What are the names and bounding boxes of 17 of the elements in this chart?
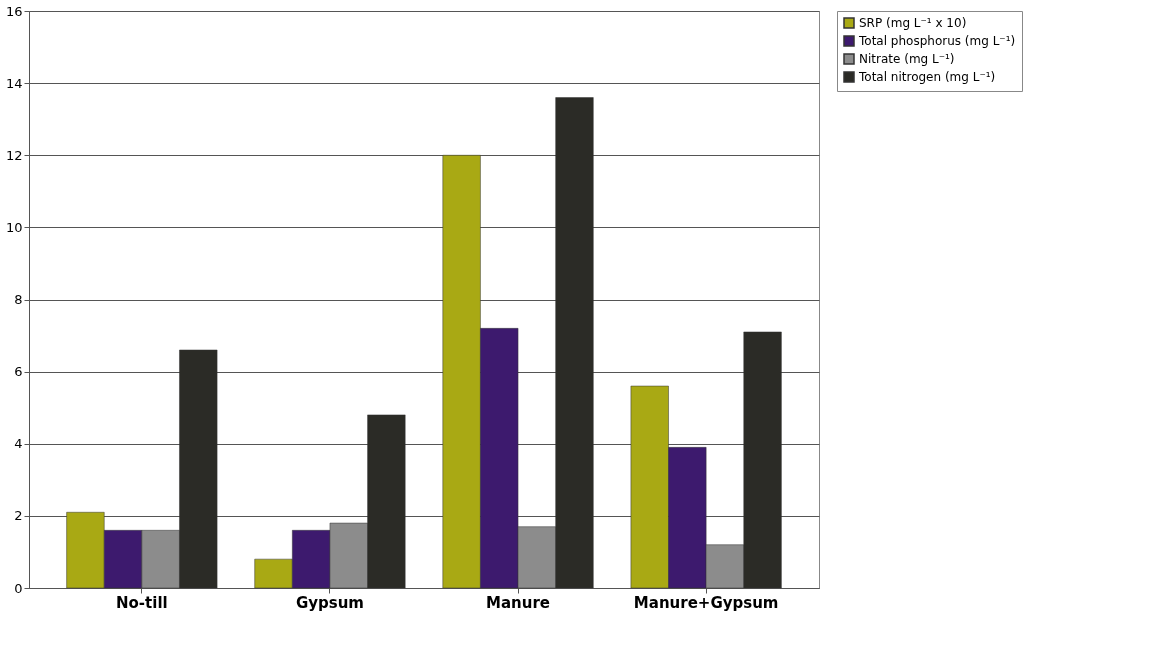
legend-label: Total nitrogen (mg L⁻¹) — [858, 70, 996, 84]
y-tick-label: 6 — [14, 364, 23, 380]
y-tick-label: 2 — [14, 508, 23, 524]
y-tick-label: 16 — [5, 3, 23, 19]
y-tick-label: 14 — [5, 75, 23, 91]
y-tick-label: 8 — [14, 292, 23, 307]
x-tick-label: No-till — [116, 593, 168, 612]
x-tick-label: Manure — [486, 593, 551, 612]
x-tick-label: Gypsum — [295, 593, 364, 612]
legend-label: Nitrate (mg L⁻¹) — [859, 52, 955, 66]
legend-label: SRP (mg L⁻¹ x 10) — [859, 16, 967, 30]
y-tick-label: 12 — [5, 147, 23, 163]
y-tick-label: 0 — [14, 580, 23, 596]
legend-label: Total phosphorus (mg L⁻¹) — [858, 34, 1016, 48]
y-tick-label: 10 — [5, 219, 23, 235]
y-tick-label: 4 — [14, 436, 23, 452]
x-tick-label: Manure+Gypsum — [633, 593, 779, 612]
